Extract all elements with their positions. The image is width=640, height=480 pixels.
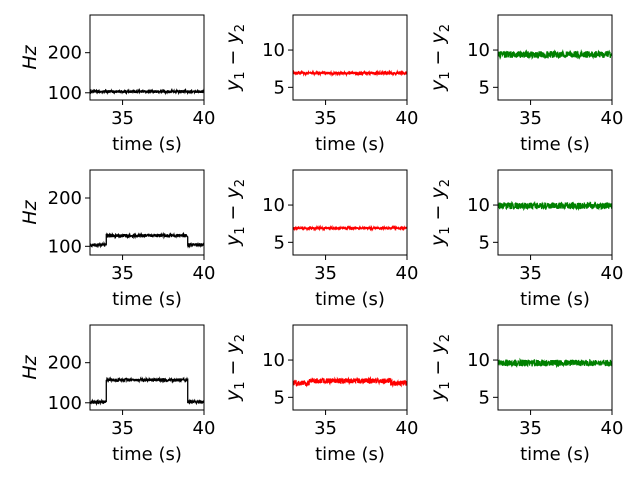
x-tick-label: 40 [396,263,419,284]
x-tick-label: 40 [193,418,216,439]
signal-line [498,48,612,60]
y-axis-label: Hz [19,44,41,69]
y-tick-label: 100 [48,236,82,257]
subplot-r1-c1: 35 40 5 10 time (s) y1 − y2 [222,169,419,310]
signal-line [90,87,204,96]
x-tick-label: 35 [111,263,134,284]
y-tick-label: 10 [262,350,285,371]
signal-line [293,224,407,232]
x-axis-label: time (s) [315,134,385,155]
x-axis-label: time (s) [112,444,182,465]
x-axis-label: time (s) [315,444,385,465]
x-tick-label: 35 [111,108,134,129]
x-tick-label: 40 [396,418,419,439]
y-tick-label: 200 [48,353,82,374]
signal-line [293,69,407,78]
axes-frame [292,324,408,411]
x-axis-label: time (s) [520,289,590,310]
x-tick-label: 35 [314,263,337,284]
x-tick-label: 40 [601,263,624,284]
subplot-r0-c1: 35 40 5 10 time (s) y1 − y2 [222,14,419,155]
signal-line [293,375,407,388]
x-tick-label: 35 [519,263,542,284]
y-tick-label: 10 [467,195,490,216]
signal-line [498,200,612,212]
y-tick-label: 5 [274,77,285,98]
y-tick-label: 5 [479,387,490,408]
subplot-r1-c0: 35 40 100 200 time (s) Hz [19,169,216,310]
y-tick-label: 100 [48,83,82,104]
x-axis-label: time (s) [520,444,590,465]
y-tick-label: 200 [48,43,82,64]
y-axis-label: y1 − y2 [427,24,453,92]
y-tick-label: 5 [274,232,285,253]
x-tick-label: 40 [601,418,624,439]
axes-frame [89,169,205,256]
x-tick-label: 40 [193,108,216,129]
axes-frame [292,169,408,256]
subplot-r2-c0: 35 40 100 200 time (s) Hz [19,324,216,465]
y-tick-label: 100 [48,393,82,414]
x-tick-label: 35 [519,418,542,439]
y-tick-label: 10 [467,350,490,371]
x-axis-label: time (s) [112,289,182,310]
axes-frame [89,14,205,101]
signal-line [90,231,204,249]
x-axis-label: time (s) [112,134,182,155]
signal-line [498,357,612,369]
axes-frame [497,324,613,411]
y-tick-label: 5 [479,77,490,98]
y-tick-label: 5 [479,232,490,253]
y-axis-label: Hz [19,354,41,379]
y-axis-label: y1 − y2 [222,179,248,247]
subplot-r1-c2: 35 40 5 10 time (s) y1 − y2 [427,169,624,310]
x-tick-label: 40 [601,108,624,129]
y-axis-label: y1 − y2 [222,334,248,402]
axes-frame [292,14,408,101]
x-axis-label: time (s) [315,289,385,310]
x-tick-label: 35 [314,108,337,129]
signal-line [90,376,204,407]
subplot-r2-c1: 35 40 5 10 time (s) y1 − y2 [222,324,419,465]
y-tick-label: 200 [48,188,82,209]
y-axis-label: y1 − y2 [427,179,453,247]
axes-frame [497,14,613,101]
y-tick-label: 10 [262,40,285,61]
subplot-r0-c0: 35 40 100 200 time (s) Hz [19,14,216,155]
y-axis-label: Hz [19,199,41,224]
x-axis-label: time (s) [520,134,590,155]
x-tick-label: 35 [314,418,337,439]
subplot-r2-c2: 35 40 5 10 time (s) y1 − y2 [427,324,624,465]
axes-frame [89,324,205,411]
y-axis-label: y1 − y2 [427,334,453,402]
x-tick-label: 40 [396,108,419,129]
y-tick-label: 10 [262,195,285,216]
y-tick-label: 5 [274,387,285,408]
x-tick-label: 35 [111,418,134,439]
x-tick-label: 35 [519,108,542,129]
axes-frame [497,169,613,256]
x-tick-label: 40 [193,263,216,284]
y-tick-label: 10 [467,40,490,61]
subplot-r0-c2: 35 40 5 10 time (s) y1 − y2 [427,14,624,155]
y-axis-label: y1 − y2 [222,24,248,92]
